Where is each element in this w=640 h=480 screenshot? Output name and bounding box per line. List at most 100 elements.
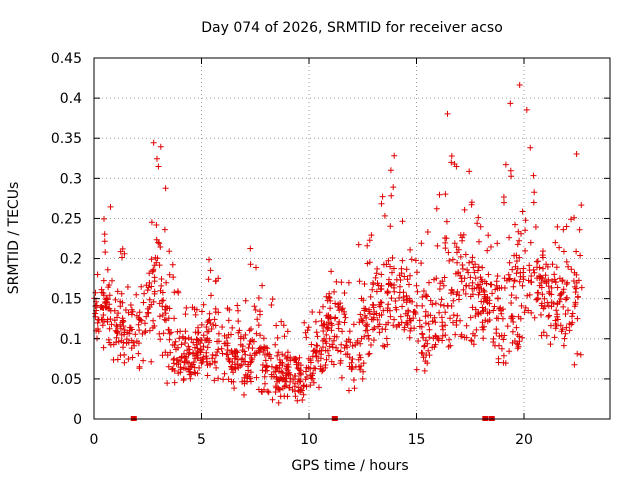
- data-point: [350, 321, 357, 328]
- data-point: [462, 251, 469, 258]
- data-point: [328, 268, 335, 275]
- data-point: [205, 276, 212, 283]
- data-point: [422, 313, 429, 320]
- data-point: [348, 366, 355, 373]
- data-point: [524, 292, 531, 299]
- data-point: [333, 344, 340, 351]
- data-point: [398, 319, 405, 326]
- data-point: [448, 153, 455, 159]
- data-point: [249, 356, 256, 363]
- data-point: [495, 355, 502, 362]
- data-point: [421, 367, 428, 374]
- data-point: [119, 299, 126, 306]
- data-point: [131, 342, 138, 349]
- data-point: [136, 309, 143, 316]
- data-point: [532, 224, 539, 230]
- data-point: [399, 218, 406, 225]
- data-point: [467, 314, 474, 321]
- data-point: [228, 364, 235, 371]
- data-point: [228, 331, 234, 338]
- data-point: [563, 223, 570, 230]
- data-point: [313, 329, 320, 336]
- data-point: [204, 372, 211, 379]
- data-point: [444, 302, 451, 309]
- data-point: [454, 259, 461, 266]
- data-point: [426, 352, 433, 359]
- data-point: [485, 271, 492, 278]
- data-point: [377, 299, 384, 306]
- data-point: [552, 321, 559, 327]
- data-point: [344, 351, 351, 357]
- data-point: [228, 347, 235, 354]
- data-point: [472, 313, 479, 319]
- data-point: [426, 334, 433, 341]
- data-point: [476, 238, 482, 245]
- data-point: [530, 172, 537, 179]
- data-point: [358, 335, 365, 342]
- data-point: [439, 332, 446, 339]
- data-point: [494, 240, 501, 247]
- data-point: [239, 355, 246, 362]
- data-point: [235, 307, 241, 314]
- data-point: [320, 328, 327, 334]
- data-point: [195, 329, 202, 336]
- data-point: [519, 208, 526, 215]
- data-point: [559, 326, 566, 333]
- data-point: [166, 248, 173, 255]
- data-point: [369, 286, 376, 293]
- data-point: [527, 239, 534, 246]
- data-point: [405, 307, 412, 314]
- data-point: [198, 321, 205, 328]
- data-point: [553, 264, 560, 271]
- data-point: [327, 314, 334, 320]
- data-point: [406, 281, 412, 288]
- data-point: [192, 311, 199, 318]
- data-point: [408, 317, 414, 324]
- y-tick-label: 0.2: [60, 252, 82, 268]
- data-point: [499, 315, 506, 322]
- data-point: [560, 248, 567, 255]
- data-point: [488, 243, 494, 250]
- data-point: [507, 100, 514, 107]
- data-point: [449, 256, 456, 263]
- data-point: [303, 364, 310, 371]
- data-point: [336, 307, 343, 314]
- data-point: [528, 273, 535, 279]
- x-axis-label: GPS time / hours: [291, 458, 408, 474]
- data-point: [197, 337, 204, 343]
- data-point: [440, 282, 447, 289]
- data-point: [145, 309, 152, 316]
- data-point: [259, 282, 266, 289]
- data-point: [538, 332, 545, 339]
- data-point: [455, 246, 462, 253]
- data-point: [406, 334, 413, 341]
- data-point: [371, 325, 378, 331]
- data-point: [104, 318, 111, 325]
- data-point: [263, 362, 270, 369]
- data-point: [359, 375, 366, 382]
- data-point: [571, 214, 577, 221]
- data-point: [578, 202, 585, 209]
- data-point: [473, 284, 480, 291]
- data-point: [332, 300, 339, 307]
- data-point: [373, 288, 380, 295]
- data-point: [180, 377, 187, 384]
- data-point: [273, 384, 280, 391]
- data-point: [453, 322, 460, 328]
- data-point: [400, 289, 407, 296]
- data-point: [251, 303, 258, 310]
- data-point: [560, 226, 567, 233]
- data-point: [119, 254, 125, 261]
- data-point: [115, 310, 122, 317]
- data-point: [500, 194, 507, 200]
- data-point: [328, 320, 335, 327]
- data-point: [284, 349, 291, 356]
- data-point: [346, 328, 353, 335]
- data-point: [224, 347, 231, 353]
- data-point: [510, 319, 517, 325]
- data-point: [159, 289, 166, 296]
- data-point: [407, 327, 414, 334]
- data-point: [546, 312, 553, 319]
- data-point: [437, 280, 444, 287]
- data-point: [516, 278, 523, 285]
